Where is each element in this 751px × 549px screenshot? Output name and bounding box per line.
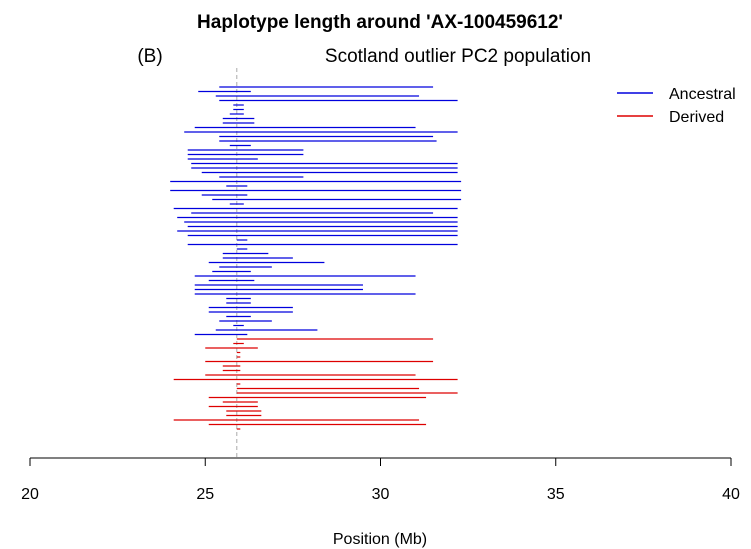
x-ticks: 20 25 30 35 40 bbox=[21, 458, 740, 503]
legend-label-ancestral: Ancestral bbox=[669, 86, 736, 103]
panel-label: (B) bbox=[137, 46, 162, 67]
legend: Ancestral Derived bbox=[617, 86, 736, 126]
x-tick-label-20: 20 bbox=[21, 486, 39, 503]
x-axis-label: Position (Mb) bbox=[333, 531, 427, 548]
chart-subtitle: Scotland outlier PC2 population bbox=[325, 46, 591, 67]
legend-label-derived: Derived bbox=[669, 109, 724, 126]
x-axis: 20 25 30 35 40 bbox=[21, 457, 740, 503]
chart-title: Haplotype length around 'AX-100459612' bbox=[197, 12, 563, 33]
haplotype-segments bbox=[170, 86, 462, 430]
x-tick-label-35: 35 bbox=[547, 486, 565, 503]
x-tick-label-25: 25 bbox=[196, 486, 214, 503]
x-tick-label-30: 30 bbox=[372, 486, 390, 503]
x-tick-label-40: 40 bbox=[722, 486, 740, 503]
